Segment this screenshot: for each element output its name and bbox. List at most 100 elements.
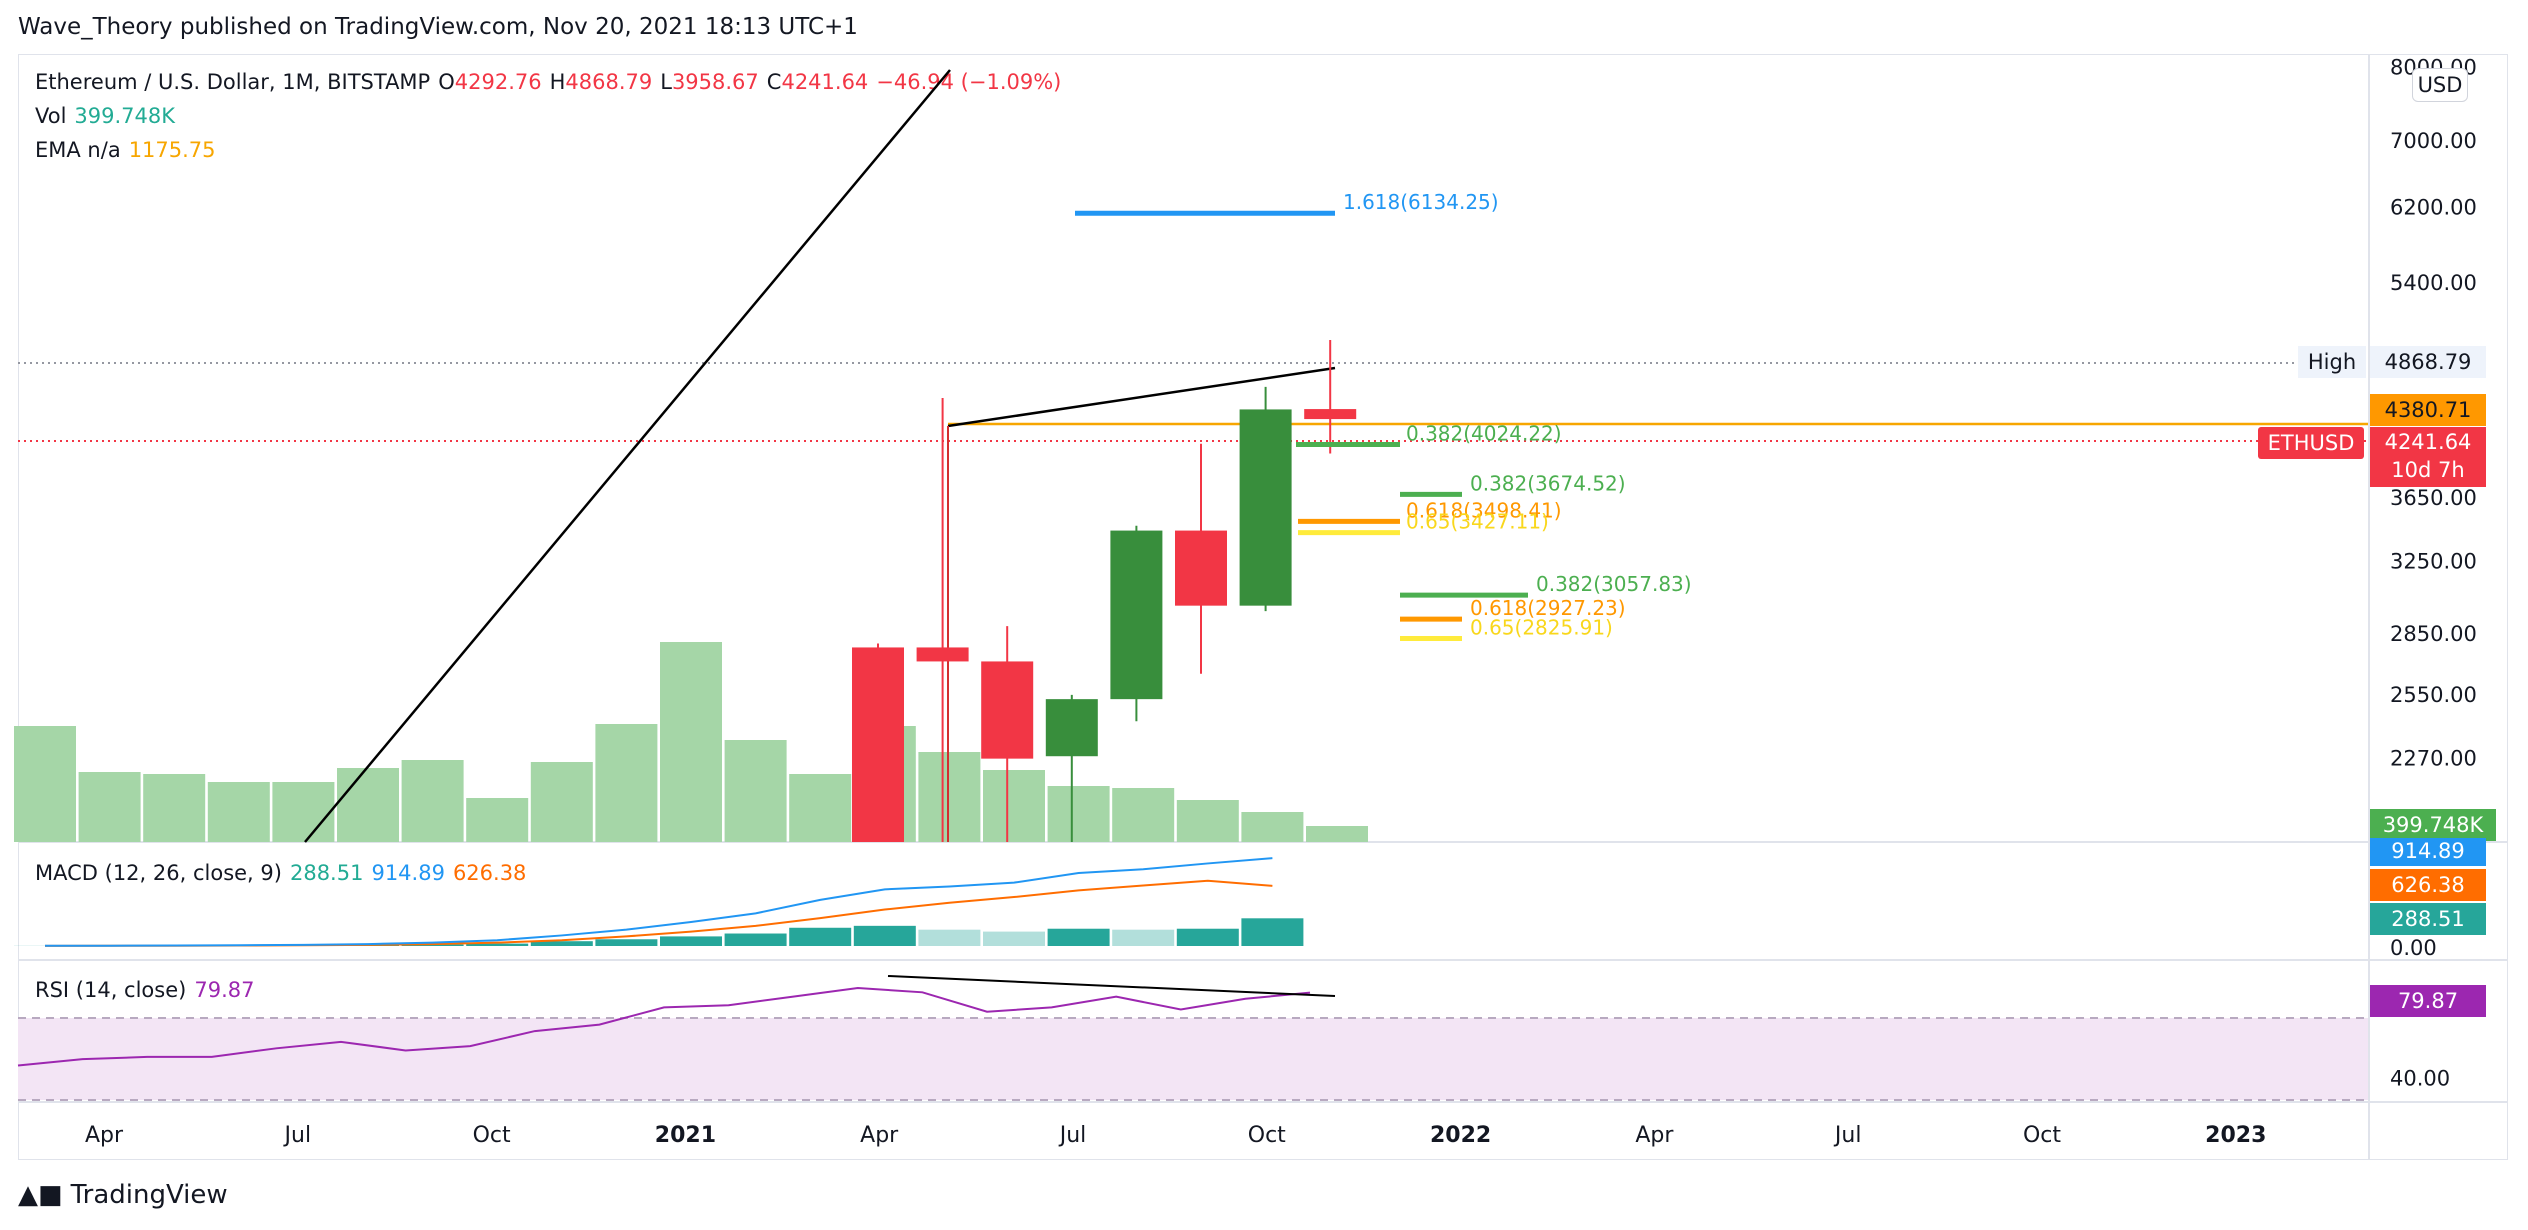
macd-histogram-bar [1241, 918, 1304, 946]
volume-bar [918, 752, 981, 842]
volume-bar [78, 772, 141, 842]
ohlc-close-label: C [766, 70, 782, 94]
price-axis-tick-label: 2270.00 [2390, 747, 2477, 771]
time-axis-tick-label: 2022 [1430, 1123, 1491, 1148]
volume-bar [14, 726, 76, 842]
divergence-line-price[interactable] [947, 366, 1336, 428]
time-axis-tick-label: Apr [85, 1123, 124, 1148]
candle-body [981, 661, 1034, 759]
ema-legend[interactable]: EMA n/a 1175.75 [35, 138, 224, 162]
ohlc-low-label: L [660, 70, 672, 94]
candle-body [916, 647, 969, 662]
rsi-value: 79.87 [194, 978, 255, 1002]
rsi-line [17, 986, 1311, 1067]
fib-level-label: 0.65(3427.11) [1406, 510, 1549, 534]
time-axis-tick-label: Oct [2023, 1123, 2061, 1148]
volume-value: 399.748K [74, 104, 176, 128]
macd-pane[interactable]: 0.00 [14, 857, 2437, 960]
price-axis-tick-label: 3650.00 [2390, 486, 2477, 510]
fibonacci-levels[interactable]: 1.618(6134.25) 0.382(4024.22) 0.382(3674.5… [1075, 190, 1692, 641]
volume-bar [143, 774, 206, 842]
fib-level-label: 0.618(3498.41) [1406, 498, 1562, 522]
rsi-legend[interactable]: RSI (14, close) 79.87 [35, 978, 262, 1002]
chart-frame [18, 54, 2508, 1160]
candle-body [1304, 409, 1357, 420]
time-axis-tick-label: Apr [860, 1123, 899, 1148]
volume-label: Vol [35, 104, 67, 128]
ohlc-open-value: 4292.76 [454, 70, 542, 94]
macd-line [44, 857, 1273, 947]
time-axis-tick-label: Jul [283, 1123, 312, 1148]
candle-body [1239, 409, 1292, 606]
candle-body [852, 647, 904, 842]
rsi-label: RSI (14, close) [35, 978, 187, 1002]
rsi-pane[interactable]: 40.00 [17, 986, 2450, 1090]
time-axis-tick-label: Jul [1058, 1123, 1087, 1148]
volume-bar [272, 782, 335, 842]
time-axis-tick-label: 2021 [655, 1123, 716, 1148]
time-axis-tick-label: Oct [473, 1123, 511, 1148]
volume-legend[interactable]: Vol 399.748K [35, 104, 183, 128]
macd-hist-value: 288.51 [289, 861, 364, 885]
volume-bar [207, 782, 270, 842]
last-price-tag: 4241.64 10d 7h [2370, 427, 2486, 487]
macd-histogram-bar [1047, 928, 1110, 946]
volume-bar [983, 770, 1045, 842]
price-legend: Ethereum / U.S. Dollar, 1M, BITSTAMP O429… [35, 70, 1069, 94]
time-axis-tick-label: Jul [1833, 1123, 1862, 1148]
ohlc-open-label: O [438, 70, 455, 94]
macd-line-value: 914.89 [371, 861, 445, 885]
high-price-tag: 4868.79 [2370, 346, 2486, 378]
macd-histogram-bar [918, 929, 981, 946]
volume-bar [595, 724, 658, 842]
symbol-title[interactable]: Ethereum / U.S. Dollar, 1M, BITSTAMP [35, 70, 431, 94]
time-axis[interactable]: Apr Jul Oct 2021 Apr Jul Oct 2022 Apr Jul Oct 2023 [85, 1123, 2266, 1148]
tradingview-logo[interactable]: ▲■ TradingView [18, 1180, 228, 1210]
macd-legend[interactable]: MACD (12, 26, close, 9) 288.51 914.89 626.3… [35, 861, 534, 885]
ohlc-change: −46.94 (−1.09%) [876, 70, 1062, 94]
fib-level-label: 0.382(3057.83) [1536, 572, 1692, 596]
macd-histogram-bar [1176, 928, 1239, 946]
last-price-value: 4241.64 [2384, 430, 2472, 454]
divergence-line-rsi[interactable] [887, 975, 1336, 997]
price-axis-tick-label: 7000.00 [2390, 129, 2477, 153]
fib-level-label: 0.65(2825.91) [1470, 615, 1613, 639]
volume-bar [466, 798, 529, 842]
volume-bar [1241, 812, 1304, 842]
time-axis-tick-label: Oct [1248, 1123, 1286, 1148]
volume-bar [1176, 800, 1239, 842]
candle-body [1110, 530, 1163, 700]
fib-level-label: 0.618(2927.23) [1470, 596, 1626, 620]
volume-bar [530, 762, 593, 842]
macd-line-tag: 914.89 [2370, 838, 2486, 866]
currency-button[interactable]: USD [2412, 68, 2468, 102]
trendline-drawing[interactable] [304, 69, 951, 843]
macd-histogram-bar [660, 936, 722, 946]
tradingview-logo-icon: ▲■ [18, 1180, 63, 1210]
ema-label: EMA n/a [35, 138, 121, 162]
volume-bar [401, 760, 464, 842]
macd-histogram-bar [724, 933, 787, 946]
price-axis-tick-label: 2550.00 [2390, 683, 2477, 707]
volume-bar [660, 642, 722, 842]
macd-signal-tag: 626.38 [2370, 869, 2486, 901]
ohlc-low-value: 3958.67 [671, 70, 759, 94]
price-axis-tick-label: 2850.00 [2390, 622, 2477, 646]
high-tag-label: High [2298, 346, 2366, 378]
candle-body [1175, 530, 1227, 606]
macd-histogram-bar [530, 941, 593, 946]
symbol-tag: ETHUSD [2258, 427, 2364, 459]
volume-histogram [14, 642, 1368, 842]
macd-histogram-bar [1112, 929, 1175, 946]
macd-histogram-bar [789, 927, 852, 946]
price-axis-tick-label: 6200.00 [2390, 195, 2477, 219]
macd-histogram-bar [983, 931, 1045, 946]
macd-signal-value: 626.38 [452, 861, 527, 885]
candlestick-series[interactable] [852, 339, 1357, 842]
volume-bar [724, 740, 787, 842]
fib-level-label: 1.618(6134.25) [1343, 190, 1499, 214]
ohlc-close-value: 4241.64 [781, 70, 869, 94]
volume-bar [337, 768, 399, 842]
publisher-line: Wave_Theory published on TradingView.com… [18, 14, 858, 40]
